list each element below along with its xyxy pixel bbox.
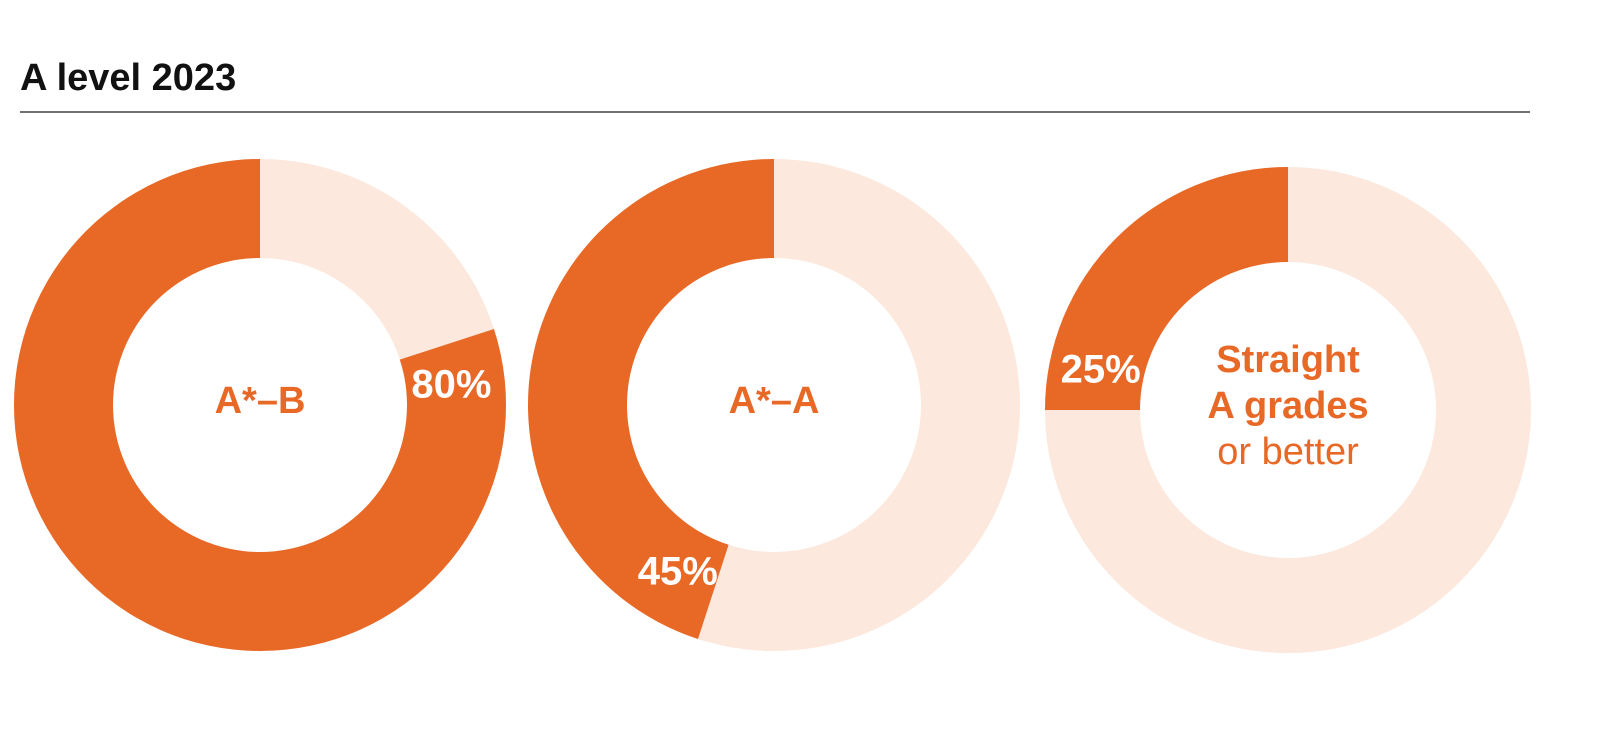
value-label: 45% — [638, 549, 718, 593]
value-label: 80% — [411, 362, 491, 406]
center-label: A*–A — [729, 380, 820, 422]
center-label: A*–B — [215, 380, 306, 422]
donut-segment — [528, 159, 774, 639]
center-label: or better — [1217, 431, 1359, 473]
donut-segment — [13, 159, 507, 651]
center-label: A grades — [1207, 385, 1368, 427]
page-title: A level 2023 — [20, 57, 236, 99]
center-label: Straight — [1216, 339, 1360, 381]
donut-segment — [1045, 167, 1288, 410]
value-label: 25% — [1061, 348, 1141, 392]
